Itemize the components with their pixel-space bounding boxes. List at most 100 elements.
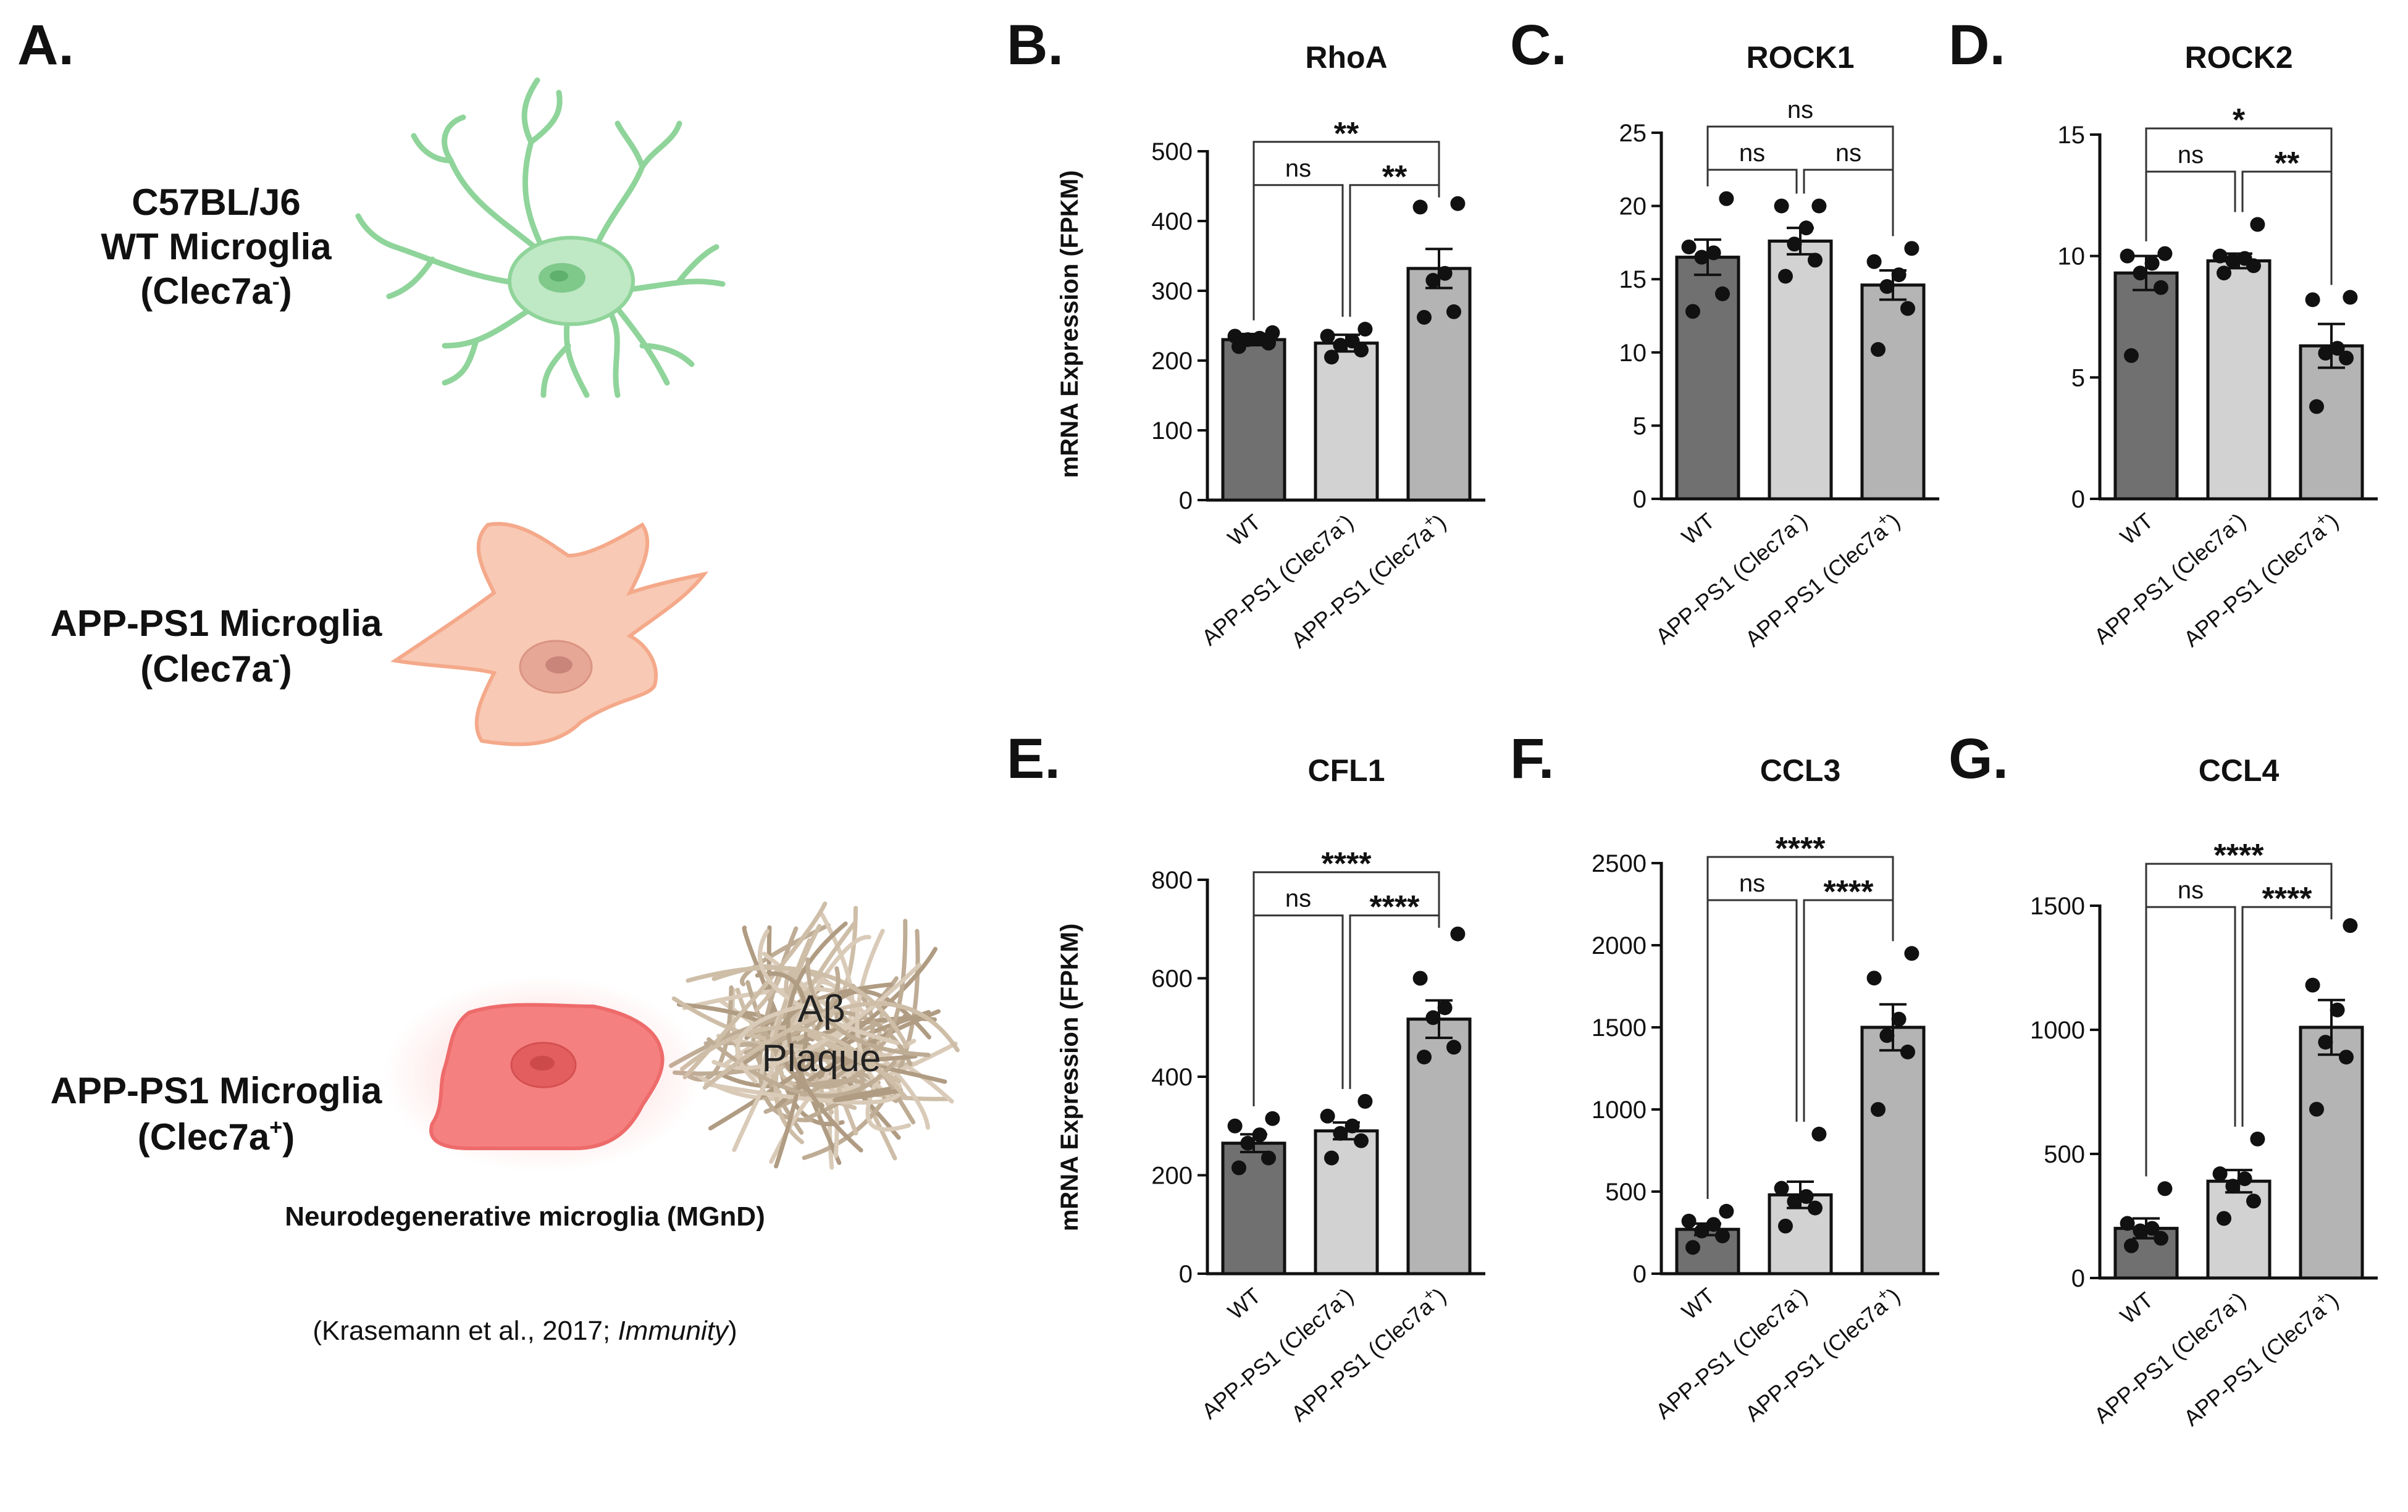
significance-label: ****	[2214, 838, 2265, 874]
chart-title: RhoA	[1305, 40, 1387, 75]
panel-letter: E.	[1007, 727, 1060, 790]
chart-title: CCL4	[2199, 753, 2280, 788]
data-point	[1787, 236, 1802, 252]
plaque-fiber	[735, 999, 826, 1084]
data-point	[1715, 286, 1730, 301]
significance-bracket	[2145, 863, 2333, 1177]
bar	[2206, 259, 2272, 501]
data-point	[2225, 253, 2241, 269]
panel-a: A. C57BL/J6 WT Microglia (Clec7a-) APP-P…	[17, 14, 960, 1346]
panel-letter: D.	[1949, 14, 2005, 77]
data-point	[1320, 1108, 1335, 1124]
x-tick-label: WT	[1677, 1283, 1719, 1324]
wt-label-line3: (Clec7a-)	[140, 269, 292, 312]
bar	[1221, 338, 1286, 502]
chart-cfl1: E. CFL1 mRNA Expression (FPKM) 0 200 400 600 80…	[1007, 727, 1485, 1427]
y-tick-label: 0	[2071, 1265, 2085, 1292]
plaque-label-line2: Plaque	[761, 1037, 881, 1080]
data-point	[1904, 946, 1919, 961]
x-tick-label: APP-PS1 (Clec7a-)	[1194, 1279, 1358, 1424]
plaque-fiber	[833, 1087, 904, 1103]
data-point	[1345, 333, 1360, 349]
x-tick-label: APP-PS1 (Clec7a+)	[2176, 1284, 2343, 1431]
x-tick-label-main: WT	[1223, 1283, 1265, 1324]
data-point	[1265, 1111, 1280, 1126]
x-tick-label: WT	[1677, 508, 1719, 549]
x-tick-label: WT	[1223, 1283, 1265, 1324]
data-point	[1446, 1040, 1461, 1055]
x-tick-label-main: WT	[2115, 1287, 2158, 1329]
data-point	[1227, 1118, 1243, 1134]
x-tick-label: WT	[2115, 508, 2158, 549]
clec-neg-clec: (Clec7a	[140, 648, 272, 690]
data-point	[2144, 256, 2160, 271]
y-tick-label: 200	[1151, 348, 1193, 375]
data-point	[1694, 249, 1710, 265]
data-point	[1871, 1102, 1886, 1117]
data-point	[1333, 1126, 1348, 1141]
wt-nucleolus	[550, 270, 568, 282]
y-tick-label: 800	[1151, 867, 1193, 894]
y-tick-label: 10	[1619, 340, 1647, 367]
data-point	[1333, 338, 1348, 353]
data-point	[1265, 325, 1280, 340]
y-axis-label: mRNA Expression (FPKM)	[1056, 170, 1083, 478]
data-point	[1900, 1044, 1915, 1059]
y-tick-label: 15	[2058, 122, 2086, 149]
data-point	[1685, 304, 1700, 319]
data-point	[1787, 1193, 1802, 1209]
clec-pos-nucleolus	[530, 1056, 555, 1071]
data-point	[2157, 246, 2173, 261]
plaque-fiber	[686, 966, 909, 1049]
significance-bracket	[1252, 141, 1440, 320]
plaque-fiber	[865, 1067, 912, 1132]
data-point	[1900, 301, 1915, 316]
y-tick-label: 0	[1179, 1261, 1193, 1288]
data-point	[1694, 1223, 1710, 1238]
significance-label: ****	[1322, 846, 1372, 882]
plaque-fiber	[680, 1025, 909, 1101]
significance-bracket	[1706, 125, 1894, 236]
panel-letter: B.	[1007, 14, 1063, 77]
y-tick-label: 1500	[1592, 1014, 1647, 1042]
y-tick-label: 20	[1619, 193, 1647, 220]
significance-label: *	[2233, 102, 2246, 138]
data-point	[1252, 330, 1267, 346]
data-point	[2305, 977, 2320, 993]
plaque-fiber	[807, 1032, 902, 1084]
chart-rhoa: B. RhoA mRNA Expression (FPKM) 0 100 200 300 40…	[1007, 14, 1485, 653]
data-point	[2225, 1179, 2241, 1194]
significance-bracket	[2145, 170, 2236, 241]
data-point	[1450, 196, 1466, 211]
abeta-plaque-illustration	[669, 901, 960, 1170]
data-point	[1681, 1213, 1697, 1229]
significance-label: ns	[1285, 885, 1311, 913]
x-tick-label: APP-PS1 (Clec7a-)	[1648, 1279, 1812, 1424]
y-tick-label: 25	[1619, 120, 1647, 147]
x-tick-label: APP-PS1 (Clec7a-)	[2086, 1284, 2251, 1428]
wt-label-line2: WT Microglia	[101, 226, 332, 267]
data-point	[1345, 1118, 1360, 1134]
y-tick-label: 0	[1633, 1261, 1647, 1288]
y-tick-label: 0	[2071, 486, 2085, 513]
plaque-fiber	[757, 929, 900, 1045]
data-point	[1866, 254, 1882, 269]
significance-bracket	[1706, 169, 1798, 194]
data-point	[1240, 332, 1256, 348]
data-point	[2318, 1035, 2333, 1050]
data-point	[2237, 251, 2252, 266]
data-point	[1437, 1000, 1453, 1016]
x-tick-label: APP-PS1 (Clec7a-)	[2086, 504, 2251, 649]
data-point	[2157, 1181, 2173, 1197]
data-point	[2250, 217, 2265, 232]
x-tick-label: APP-PS1 (Clec7a+)	[1737, 1279, 1905, 1426]
data-point	[2305, 292, 2320, 307]
x-tick-label-main: WT	[2115, 508, 2158, 549]
data-point	[1811, 198, 1827, 214]
significance-label: ns	[2178, 877, 2204, 904]
data-point	[2212, 248, 2228, 264]
data-point	[1450, 926, 1466, 942]
bar	[2206, 1179, 2272, 1280]
